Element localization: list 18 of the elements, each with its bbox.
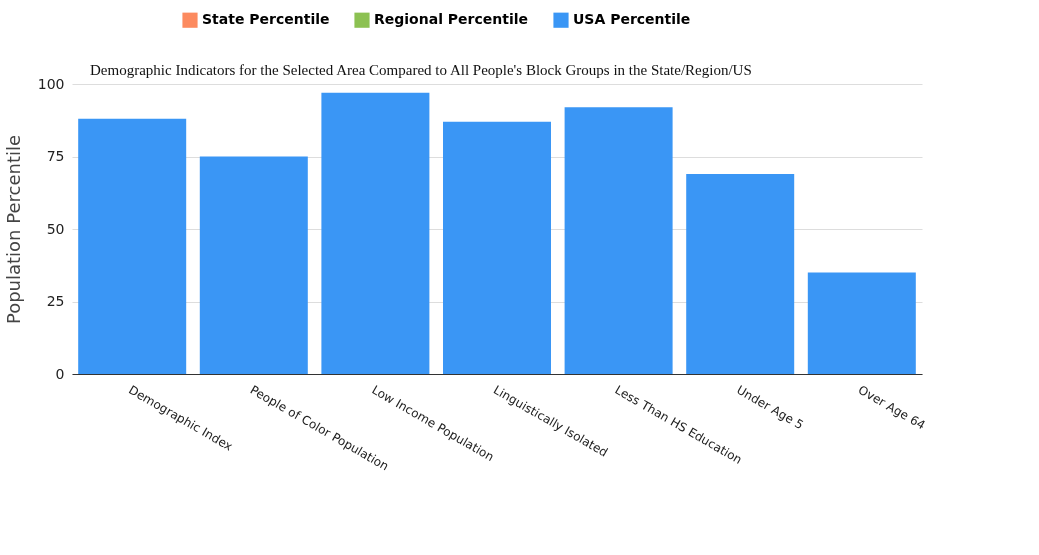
bar [443,121,551,374]
legend-label: State Percentile [202,11,330,28]
bar [78,118,187,374]
y-axis-title: Population Percentile [2,134,24,325]
x-tick-label: Over Age 64 [855,382,928,433]
bar [321,92,430,374]
bar [807,272,916,374]
legend-label: Regional Percentile [374,11,529,28]
y-tick-label: 100 [37,75,65,92]
y-tick-label: 0 [55,365,65,382]
bar [564,107,673,374]
bar [199,156,308,374]
y-tick-label: 75 [46,148,65,164]
legend-label: USA Percentile [573,11,691,28]
y-tick-label: 50 [46,220,65,237]
bar [686,173,795,374]
chart-title: Demographic Indicators for the Selected Area Compared to All People's Block Groups in the State/Region/US [90,62,752,78]
y-tick-label: 25 [46,293,65,309]
